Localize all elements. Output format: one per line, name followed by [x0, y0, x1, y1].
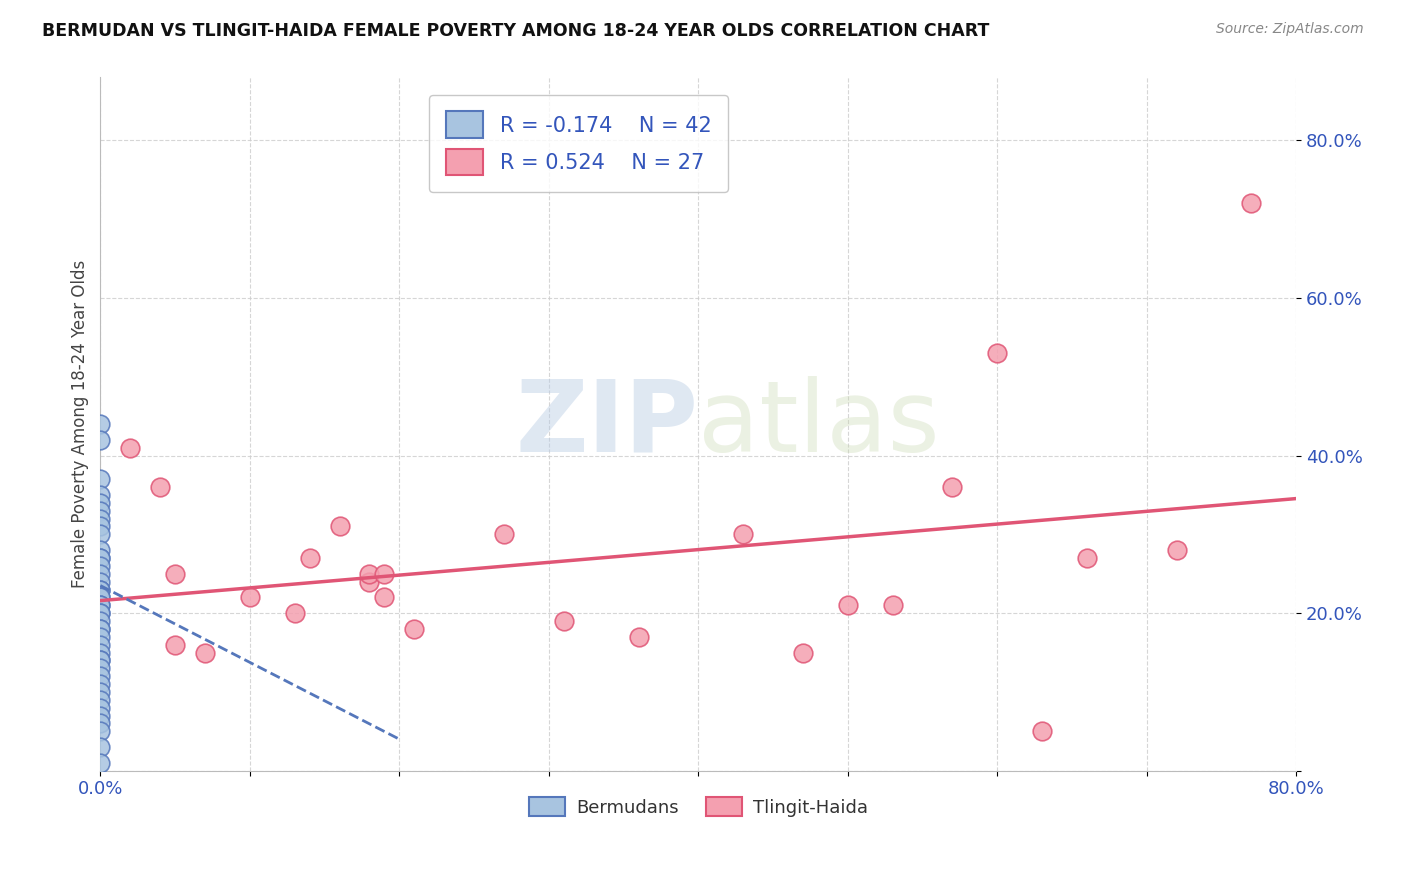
Y-axis label: Female Poverty Among 18-24 Year Olds: Female Poverty Among 18-24 Year Olds — [72, 260, 89, 588]
Point — [89, 606, 111, 620]
Point — [89, 669, 111, 683]
Point — [89, 599, 111, 613]
Point — [89, 693, 111, 707]
Point — [1031, 724, 1053, 739]
Point — [359, 574, 381, 589]
Point — [359, 566, 381, 581]
Point — [1166, 543, 1188, 558]
Point — [882, 599, 904, 613]
Point — [89, 519, 111, 533]
Point — [89, 591, 111, 605]
Point — [733, 527, 755, 541]
Point — [89, 488, 111, 502]
Point — [404, 622, 426, 636]
Text: BERMUDAN VS TLINGIT-HAIDA FEMALE POVERTY AMONG 18-24 YEAR OLDS CORRELATION CHART: BERMUDAN VS TLINGIT-HAIDA FEMALE POVERTY… — [42, 22, 990, 40]
Legend: Bermudans, Tlingit-Haida: Bermudans, Tlingit-Haida — [522, 790, 875, 824]
Point — [284, 606, 307, 620]
Point — [89, 724, 111, 739]
Point — [89, 740, 111, 755]
Point — [89, 433, 111, 447]
Point — [239, 591, 262, 605]
Point — [1240, 196, 1263, 211]
Point — [89, 638, 111, 652]
Point — [89, 653, 111, 667]
Point — [1076, 551, 1098, 566]
Point — [165, 566, 187, 581]
Point — [89, 527, 111, 541]
Point — [89, 566, 111, 581]
Point — [89, 591, 111, 605]
Point — [89, 653, 111, 667]
Point — [89, 496, 111, 510]
Point — [89, 630, 111, 644]
Point — [89, 582, 111, 597]
Point — [373, 591, 395, 605]
Point — [89, 551, 111, 566]
Point — [165, 638, 187, 652]
Point — [941, 480, 963, 494]
Point — [149, 480, 172, 494]
Point — [89, 582, 111, 597]
Point — [89, 661, 111, 675]
Point — [986, 346, 1008, 360]
Point — [298, 551, 321, 566]
Point — [89, 606, 111, 620]
Point — [837, 599, 859, 613]
Point — [89, 599, 111, 613]
Point — [89, 685, 111, 699]
Point — [89, 716, 111, 731]
Point — [89, 574, 111, 589]
Point — [89, 551, 111, 566]
Text: ZIP: ZIP — [516, 376, 699, 473]
Point — [194, 646, 217, 660]
Point — [89, 511, 111, 525]
Point — [89, 622, 111, 636]
Point — [792, 646, 814, 660]
Point — [627, 630, 650, 644]
Point — [328, 519, 350, 533]
Point — [89, 622, 111, 636]
Point — [89, 677, 111, 691]
Point — [120, 441, 142, 455]
Point — [89, 614, 111, 628]
Point — [492, 527, 515, 541]
Point — [89, 472, 111, 486]
Point — [89, 417, 111, 431]
Point — [89, 646, 111, 660]
Point — [89, 756, 111, 770]
Point — [89, 543, 111, 558]
Point — [89, 504, 111, 518]
Point — [373, 566, 395, 581]
Text: atlas: atlas — [699, 376, 941, 473]
Point — [89, 708, 111, 723]
Point — [89, 700, 111, 714]
Point — [553, 614, 575, 628]
Text: Source: ZipAtlas.com: Source: ZipAtlas.com — [1216, 22, 1364, 37]
Point — [89, 558, 111, 573]
